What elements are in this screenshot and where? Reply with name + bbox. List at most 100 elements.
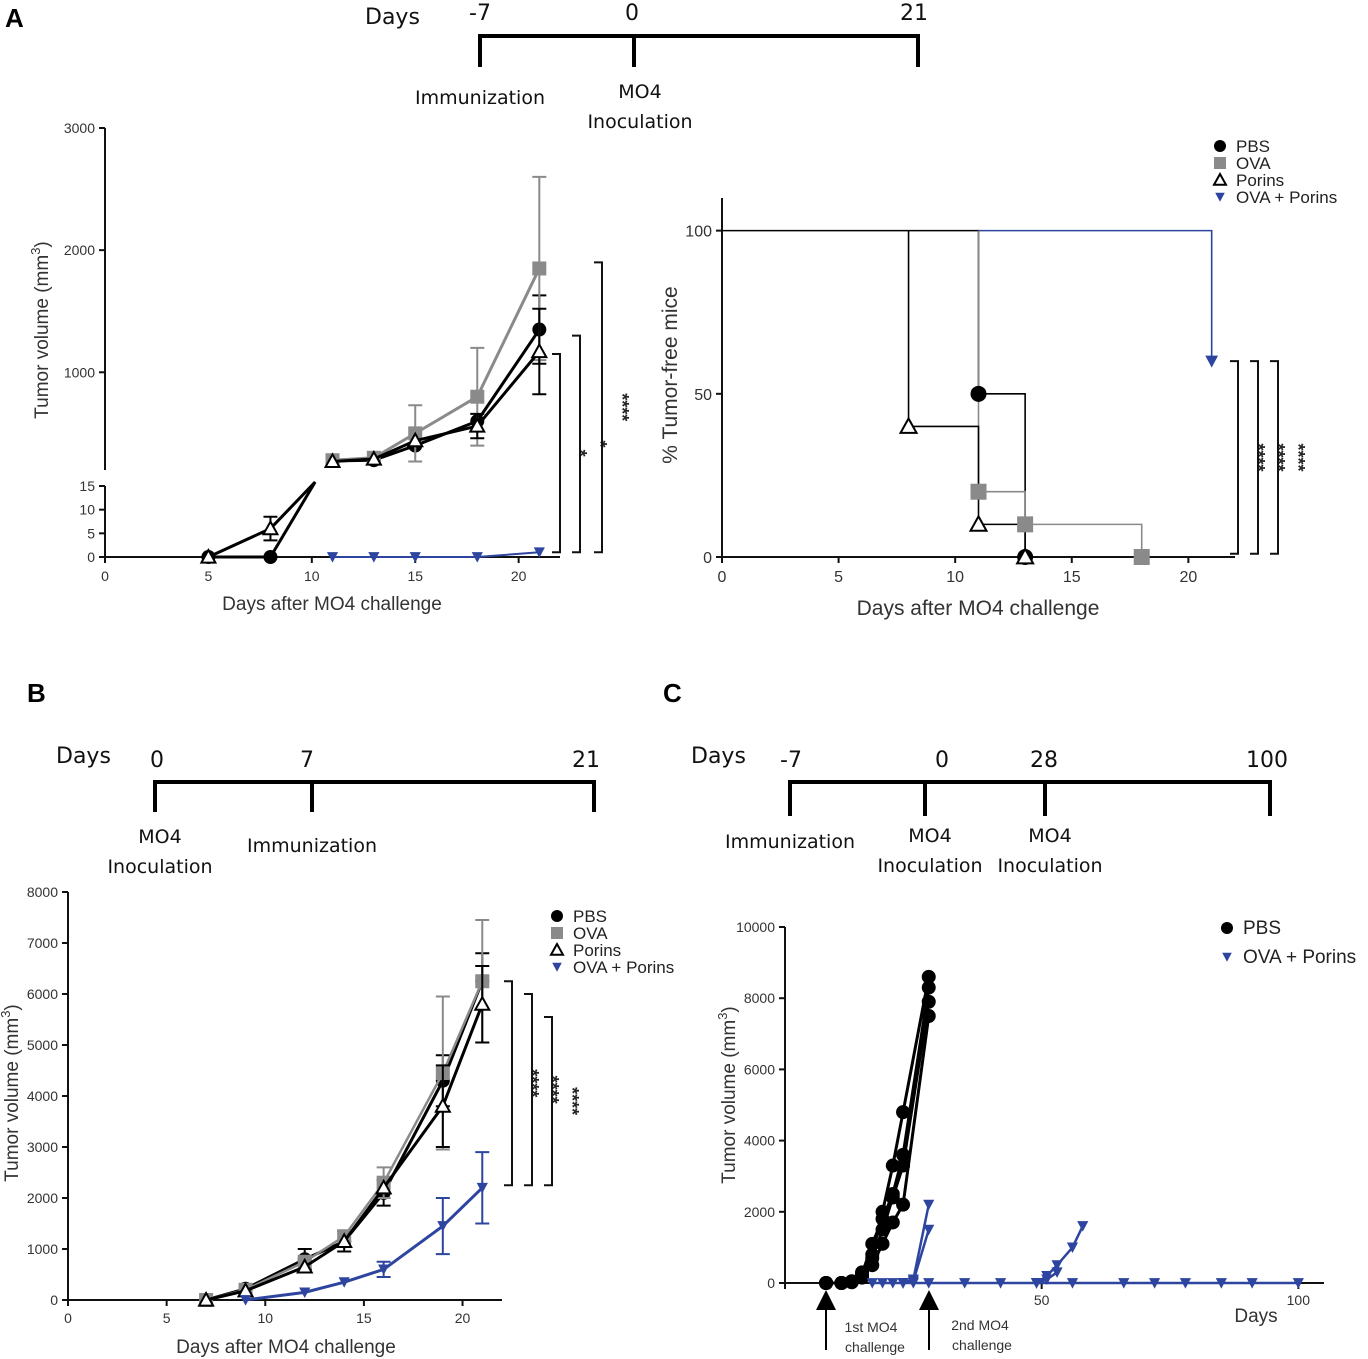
chart-b-xlabel: Days after MO4 challenge (176, 1337, 396, 1358)
panel-letter-a: A (5, 3, 24, 33)
chart-a-xticklabel-3: 15 (407, 568, 423, 584)
chart-a-yticklabel-up-2: 3000 (64, 120, 95, 136)
chart-a2-series-1-point-1 (1017, 516, 1034, 533)
chart-c-series-1-line-0-point-0 (866, 1278, 878, 1289)
chart-a2-sig-3-bracket (1270, 360, 1279, 555)
chart-c-yticklabel-2: 4000 (744, 1133, 775, 1149)
chart-b-axes (67, 892, 502, 1301)
chart-c-series-0-line-3-point-6 (885, 1215, 900, 1230)
chart-c-yticklabel-0: 0 (767, 1275, 775, 1291)
timeline-a-label-immunization: Immunization (415, 87, 545, 109)
timeline-b-num-2: 7 (300, 748, 314, 773)
chart-a-yticklabel-low-2: 10 (79, 502, 95, 518)
chart-a2-series-1-point-2 (1133, 549, 1150, 565)
timeline-b-label-inoculation: Inoculation (107, 856, 212, 878)
chart-a2-xticklabel-3: 15 (1063, 569, 1081, 586)
chart-c-series-1-line-0-point-9 (1066, 1278, 1079, 1289)
chart-c-series-1-line-3-point-4 (1077, 1221, 1089, 1232)
chart-a-series-2-point-2 (323, 452, 342, 469)
chart-a-yticklabel-up-0: 1000 (64, 364, 95, 380)
timeline-a-label-mo4: MO4 (618, 81, 661, 103)
chart-a-series-2-point-4 (406, 431, 424, 448)
timeline-c: Days -7 0 28 100 Immunization MO4 Inocul… (691, 744, 1288, 877)
chart-a2-series-3-point-0 (1205, 355, 1219, 368)
chart-b-series-3-line (245, 1186, 484, 1302)
chart-c-ylabel: Tumor volume (mm3) (715, 1006, 740, 1184)
chart-c-legend-marker-1 (1222, 952, 1232, 962)
timeline-a-num-1: -7 (469, 1, 491, 26)
chart-a-sig-3-bracket (594, 261, 603, 554)
chart-b-series-3-point-4 (437, 1221, 449, 1232)
chart-b-yticklabel-1: 1000 (27, 1241, 58, 1257)
chart-c-yticklabel-4: 8000 (744, 990, 775, 1006)
chart-b-legend-marker-0 (551, 910, 563, 922)
chart-a-series-2-seg-2 (332, 457, 374, 463)
chart-a2-series-3-line (978, 229, 1213, 362)
chart-c-legend-label-0: PBS (1243, 918, 1281, 939)
challenge-arrows: 1st MO4 challenge 2nd MO4 challenge (816, 1290, 1012, 1355)
timeline-a-num-2: 0 (625, 1, 639, 26)
timeline-c-bar (788, 780, 1272, 816)
chart-b-yticklabel-6: 6000 (27, 986, 58, 1002)
chart-c-series-1-line-4-point-1 (1041, 1274, 1053, 1286)
timeline-c-days-label: Days (691, 744, 746, 769)
chart-c-series-1-line-0-point-14 (1246, 1278, 1258, 1289)
chart-c-series-1-line-0-point-7 (995, 1278, 1007, 1289)
chart-a-series-0-seg-1 (269, 481, 317, 558)
timeline-b-label-mo4: MO4 (138, 826, 181, 848)
chart-a-xticklabel-2: 10 (304, 568, 320, 584)
chart-b-xticklabel-1: 5 (163, 1310, 171, 1326)
chart-b-legend-label-1: OVA (573, 924, 608, 943)
chart-a2-ylabel: % Tumor-free mice (659, 286, 682, 463)
chart-b-series-3-point-0 (239, 1295, 252, 1306)
chart-b-series-2-point-2 (296, 1257, 314, 1274)
chart-a2-legend-label-2: Porins (1236, 171, 1284, 190)
timeline-a: Days -7 0 21 Immunization MO4 Inoculatio… (365, 1, 928, 133)
chart-a-yticklabel-low-3: 15 (79, 478, 95, 494)
timeline-b-days-label: Days (56, 744, 111, 769)
chart-c-xlabel: Days (1234, 1306, 1277, 1327)
chart-a-sig-2-bracket (572, 334, 581, 554)
chart-a-series-2-point-3 (365, 449, 383, 466)
chart-c-xticklabel-1: 50 (1034, 1292, 1050, 1308)
timeline-c-num-3: 28 (1030, 748, 1058, 773)
chart-b-sig-3-bracket (544, 1015, 553, 1187)
chart-c-axes (784, 927, 1324, 1284)
chart-b-yticklabel-5: 5000 (27, 1037, 58, 1053)
chart-c-series-1-line-0-point-12 (1179, 1278, 1191, 1289)
chart-b-legend-marker-2 (549, 941, 565, 956)
chart-b-legend-label-2: Porins (573, 941, 621, 960)
chart-c-series-1-line-3-point-3 (1066, 1242, 1079, 1253)
chart-b-legend-marker-3 (552, 962, 562, 972)
chart-a-xticklabel-1: 5 (205, 568, 213, 584)
chart-a2-legend-marker-0 (1214, 140, 1226, 152)
chart-b-tumor-volume: 0 1000 2000 3000 4000 5000 6000 7000 8000 0 5 10 15 2… (27, 884, 674, 1326)
arrow-2nd-line2: challenge (952, 1337, 1012, 1353)
chart-c-series-0-line-0-point-7 (896, 1105, 911, 1120)
chart-c-series-1-line-0-point-1 (876, 1278, 889, 1289)
chart-c-series-1-line-2-point-1 (907, 1276, 919, 1287)
chart-a-sig-3-label: **** (612, 393, 632, 421)
chart-c-series-0-line-2-point-8 (921, 994, 936, 1009)
chart-a-series-1-point-3 (470, 389, 485, 404)
chart-b-xticklabel-2: 10 (257, 1310, 273, 1326)
chart-c-series-1-line-0-point-6 (959, 1278, 971, 1289)
chart-a-sig-2-label: * (590, 440, 610, 447)
chart-b-series-3-point-1 (299, 1287, 311, 1298)
chart-b-yticklabel-8: 8000 (27, 884, 58, 900)
chart-a2-legend-marker-3 (1215, 192, 1225, 202)
chart-a-series-2-point-6 (530, 342, 549, 359)
chart-a-series-3-point-0 (326, 552, 339, 563)
chart-a-ylabel: Tumor volume (mm3) (28, 241, 53, 419)
chart-a2-yticklabel-2: 100 (685, 224, 712, 241)
timeline-a-label-inoculation: Inoculation (587, 111, 692, 133)
timeline-c-label-immunization: Immunization (725, 831, 855, 853)
chart-c-series-1-line-1-point-2 (923, 1199, 935, 1211)
chart-a2-xticklabel-4: 20 (1179, 569, 1197, 586)
chart-b-series-2-point-4 (374, 1178, 393, 1195)
panel-letter-b: B (27, 678, 46, 708)
timeline-c-label-mo4-2: MO4 (1028, 825, 1071, 847)
chart-a-xticklabel-0: 0 (101, 568, 109, 584)
